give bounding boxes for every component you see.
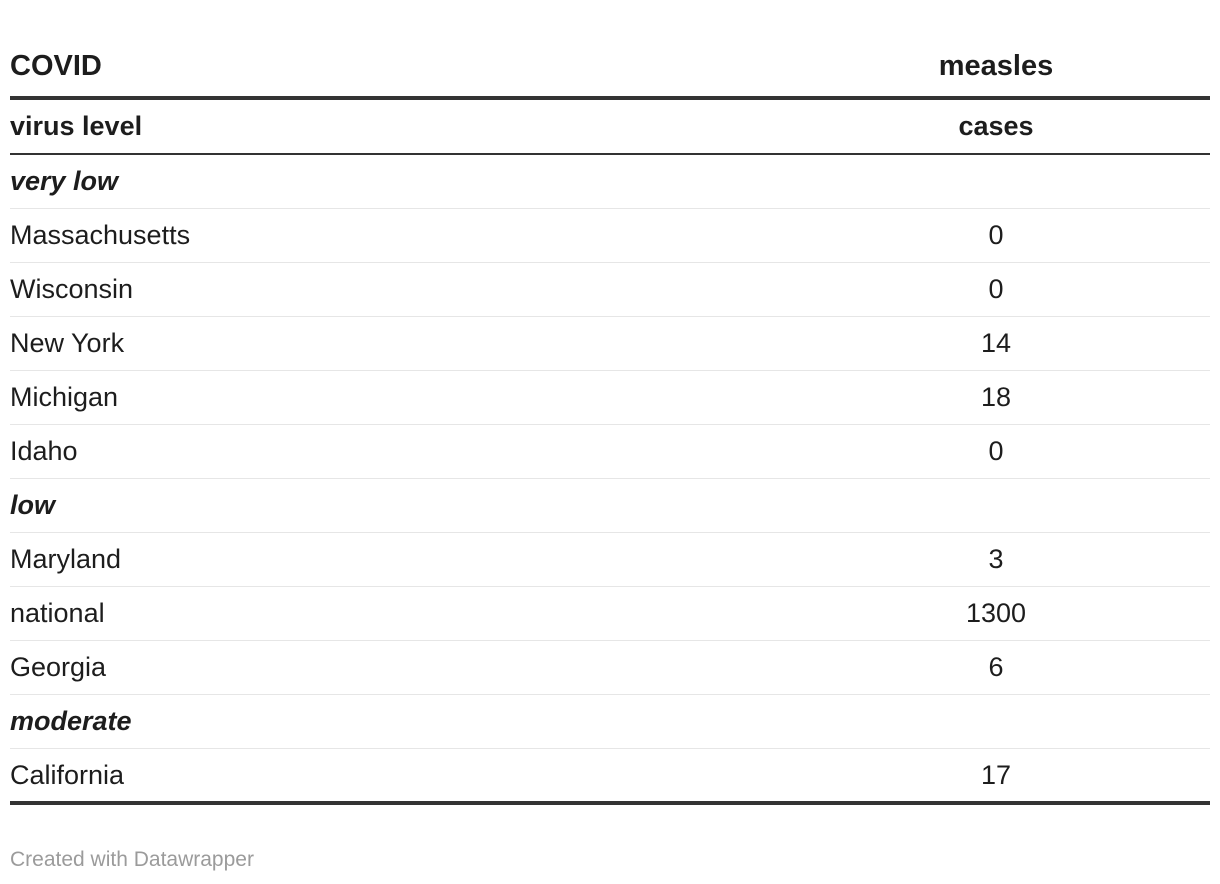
table-row: Maryland 3 (10, 533, 1210, 587)
cases-cell: 3 (988, 544, 1004, 574)
group-row: low (10, 479, 1210, 533)
state-cell: Michigan (10, 382, 119, 412)
cases-cell: 17 (980, 759, 1012, 790)
header-measles: measles (938, 49, 1054, 82)
cases-cell: 18 (980, 382, 1012, 412)
state-cell: Massachusetts (10, 220, 191, 250)
state-cell: national (10, 598, 105, 628)
state-cell: Idaho (10, 436, 78, 466)
state-cell: Georgia (10, 652, 107, 682)
table-row: Massachusetts 0 (10, 209, 1210, 263)
cases-cell: 6 (988, 652, 1004, 682)
cases-cell: 0 (988, 436, 1004, 466)
column-header-cases: cases (958, 111, 1034, 141)
table-row: California 17 (10, 749, 1210, 805)
cases-cell: 0 (988, 220, 1004, 250)
cases-cell: 0 (988, 274, 1004, 304)
cases-cell: 14 (980, 328, 1012, 358)
table-row: national 1300 (10, 587, 1210, 641)
table-group-header-row: COVID measles (10, 36, 1210, 100)
state-cell: New York (10, 328, 125, 358)
column-header-virus-level: virus level (10, 111, 143, 141)
data-table: COVID measles virus level cases very low… (10, 36, 1210, 805)
group-label: moderate (10, 706, 132, 736)
table-row: Wisconsin 0 (10, 263, 1210, 317)
table-body: very low Massachusetts 0 Wisconsin 0 New York… (10, 155, 1210, 805)
group-row: moderate (10, 695, 1210, 749)
table-row: Michigan 18 (10, 371, 1210, 425)
table-row: Georgia 6 (10, 641, 1210, 695)
table-row: Idaho 0 (10, 425, 1210, 479)
group-label: low (10, 490, 55, 520)
group-row: very low (10, 155, 1210, 209)
cases-cell: 1300 (965, 598, 1027, 628)
state-cell: Maryland (10, 544, 122, 574)
footer-credit: Created with Datawrapper (10, 848, 254, 871)
header-covid: COVID (10, 49, 102, 82)
state-cell: California (10, 759, 125, 790)
table-column-header-row: virus level cases (10, 100, 1210, 155)
state-cell: Wisconsin (10, 274, 134, 304)
group-label: very low (10, 166, 119, 196)
table-row: New York 14 (10, 317, 1210, 371)
